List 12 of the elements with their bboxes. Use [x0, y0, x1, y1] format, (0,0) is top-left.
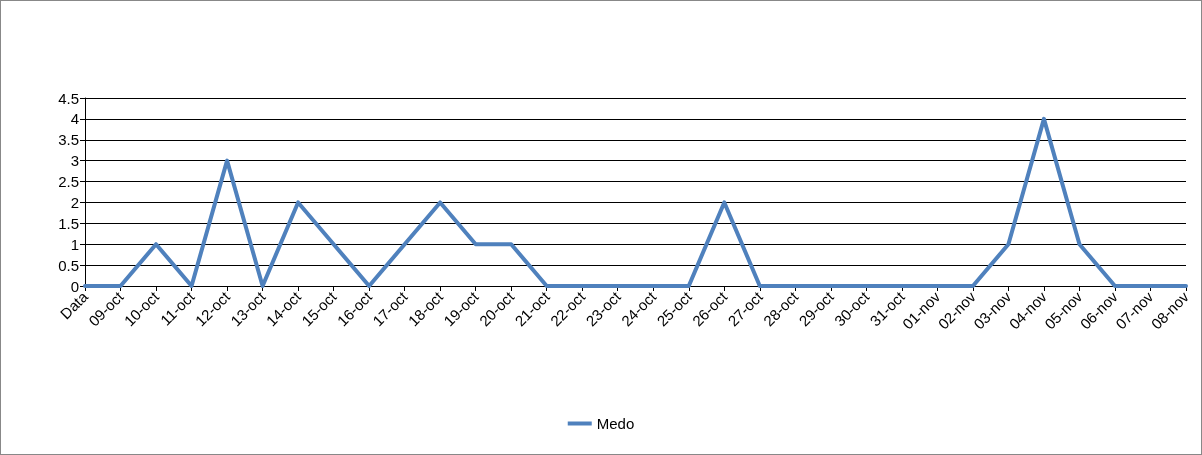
y-tick-label: 2 [70, 193, 79, 211]
y-tick-label: 2.5 [58, 173, 79, 191]
y-tick-label: 1.5 [58, 214, 79, 232]
y-tick-label: 0.5 [58, 256, 79, 274]
legend-label: Medo [596, 415, 635, 432]
y-tick-label: 0 [70, 277, 79, 295]
y-tick-label: 1 [70, 235, 79, 253]
y-tick-label: 4.5 [58, 89, 79, 107]
y-tick-label: 4 [70, 110, 79, 128]
line-series [83, 116, 1188, 288]
y-tick-label: 3.5 [58, 131, 79, 149]
y-tick-label: 3 [70, 152, 79, 170]
